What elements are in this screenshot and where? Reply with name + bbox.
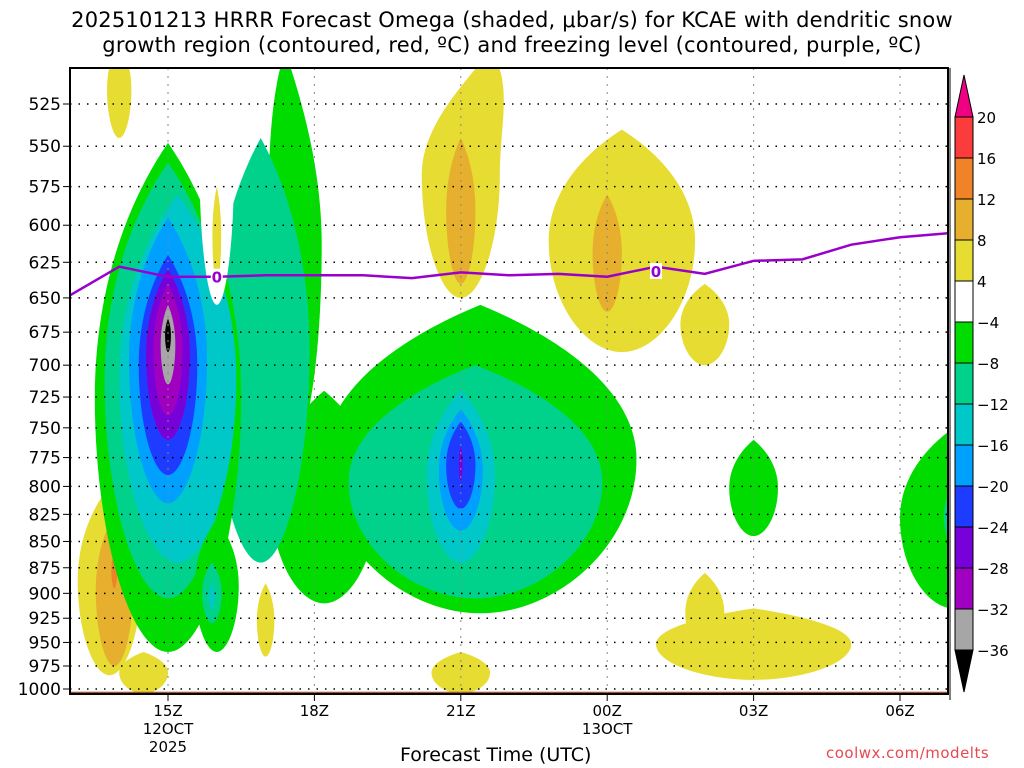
y-tick-label: 775 xyxy=(29,449,61,469)
grid-lines xyxy=(70,68,948,694)
credit-link[interactable]: coolwx.com/modelts xyxy=(826,744,990,762)
colorbar-arrow-top xyxy=(954,74,974,118)
chart-title: 2025101213 HRRR Forecast Omega (shaded, … xyxy=(0,8,1024,58)
title-line-1: 2025101213 HRRR Forecast Omega (shaded, … xyxy=(71,8,953,32)
colorbar-bin xyxy=(954,526,974,569)
y-tick-label: 625 xyxy=(29,253,61,273)
y-tick-label: 975 xyxy=(29,657,61,677)
y-tick-label: 925 xyxy=(29,609,61,629)
freezing-level-label: 0 xyxy=(651,263,661,281)
y-tick-label: 900 xyxy=(29,584,61,604)
colorbar-bin xyxy=(954,239,974,282)
x-tick-label: 18Z xyxy=(300,702,329,720)
x-tick-label: 13OCT xyxy=(582,720,633,738)
y-tick-label: 800 xyxy=(29,477,61,497)
colorbar-tick-label: −16 xyxy=(977,437,1009,455)
omega-blob-sub-21z-8 xyxy=(446,137,476,284)
colorbar-tick-label: −36 xyxy=(977,642,1009,660)
omega-blob-asc-07z-8 xyxy=(943,495,948,541)
x-tick-label: 2025 xyxy=(149,738,187,756)
colorbar-arrow-bottom xyxy=(954,649,974,693)
x-tick-label: 12OCT xyxy=(143,720,194,738)
colorbar-bin xyxy=(954,485,974,528)
x-axis-label: Forecast Time (UTC) xyxy=(400,744,592,766)
title-line-2: growth region (contoured, red, ºC) and f… xyxy=(102,33,922,57)
plot-frame xyxy=(69,67,949,695)
x-tick-label: 15Z xyxy=(153,702,182,720)
colorbar-bin xyxy=(954,567,974,610)
colorbar-bin xyxy=(954,116,974,159)
freezing-label-bg xyxy=(210,268,223,285)
colorbar-tick-label: −28 xyxy=(977,560,1009,578)
freezing-label-bg xyxy=(650,262,662,279)
y-tick-label: 825 xyxy=(29,505,61,525)
colorbar-bin xyxy=(954,444,974,487)
terrain-strip xyxy=(70,691,948,694)
x-tick-label: 03Z xyxy=(739,702,768,720)
omega-blob-neutral-notch xyxy=(199,68,234,305)
y-tick-label: 700 xyxy=(29,356,61,376)
y-tick-label: 875 xyxy=(29,559,61,579)
omega-blob-asc-03z-4 xyxy=(729,439,778,537)
y-tick-label: 725 xyxy=(29,388,61,408)
omega-blob-asc-07z-4 xyxy=(900,432,948,608)
colorbar-bin xyxy=(954,362,974,405)
omega-blob-sub-17z-4 xyxy=(256,583,275,657)
colorbar: 20 16 12 8 4 −4 −8 −12 −16 −20 −24 −28 −32 −36 xyxy=(949,68,1009,700)
x-tick-label: 06Z xyxy=(885,702,914,720)
colorbar-tick-label: 20 xyxy=(977,109,996,127)
y-axis-ticks: 525 550 575 600 625 650 675 700 725 750 775 800 825 8… xyxy=(18,95,70,700)
y-tick-label: 950 xyxy=(29,633,61,653)
omega-blob-asc-16z-low-12 xyxy=(208,583,215,609)
y-tick-label: 1000 xyxy=(18,680,61,700)
colorbar-bin xyxy=(954,608,974,651)
omega-blob-sub-15z-sfc-4 xyxy=(119,651,168,694)
colorbar-bin xyxy=(954,198,974,241)
x-tick-label: 00Z xyxy=(593,702,622,720)
colorbar-tick-label: 16 xyxy=(977,150,996,168)
colorbar-tick-label: 8 xyxy=(977,232,987,250)
colorbar-tick-label: 4 xyxy=(977,273,987,291)
omega-blob-sub-00z-4 xyxy=(548,129,696,353)
omega-blob-sub-02z-4 xyxy=(685,572,725,652)
y-tick-label: 550 xyxy=(29,137,61,157)
colorbar-bin xyxy=(954,157,974,200)
omega-blob-sub-16z-4b xyxy=(212,186,222,284)
colorbar-tick-label: 12 xyxy=(977,191,996,209)
y-tick-label: 650 xyxy=(29,289,61,309)
y-tick-label: 750 xyxy=(29,419,61,439)
colorbar-tick-label: −4 xyxy=(977,314,999,332)
colorbar-tick-label: −32 xyxy=(977,601,1009,619)
omega-blob-asc-15z-36 xyxy=(165,318,171,353)
colorbar-bin xyxy=(954,321,974,364)
omega-blob-asc-21z-28 xyxy=(458,445,463,481)
colorbar-tick-label: −24 xyxy=(977,519,1009,537)
omega-shading xyxy=(70,68,948,694)
colorbar-tick-label: −12 xyxy=(977,396,1009,414)
colorbar-tick-label: −8 xyxy=(977,355,999,373)
colorbar-bin xyxy=(954,403,974,446)
y-tick-label: 850 xyxy=(29,532,61,552)
y-tick-label: 575 xyxy=(29,178,61,198)
y-tick-label: 600 xyxy=(29,216,61,236)
x-tick-label: 21Z xyxy=(446,702,475,720)
omega-blob-sub-01z-4 xyxy=(680,283,730,366)
y-tick-label: 525 xyxy=(29,95,61,115)
colorbar-bin xyxy=(954,280,974,323)
omega-blob-sub-21z-sfc-4 xyxy=(431,651,491,694)
omega-blob-sub-top-left-4 xyxy=(107,68,132,138)
colorbar-tick-label: −20 xyxy=(977,478,1009,496)
y-tick-label: 675 xyxy=(29,323,61,343)
freezing-level-label: 0 xyxy=(212,269,222,287)
